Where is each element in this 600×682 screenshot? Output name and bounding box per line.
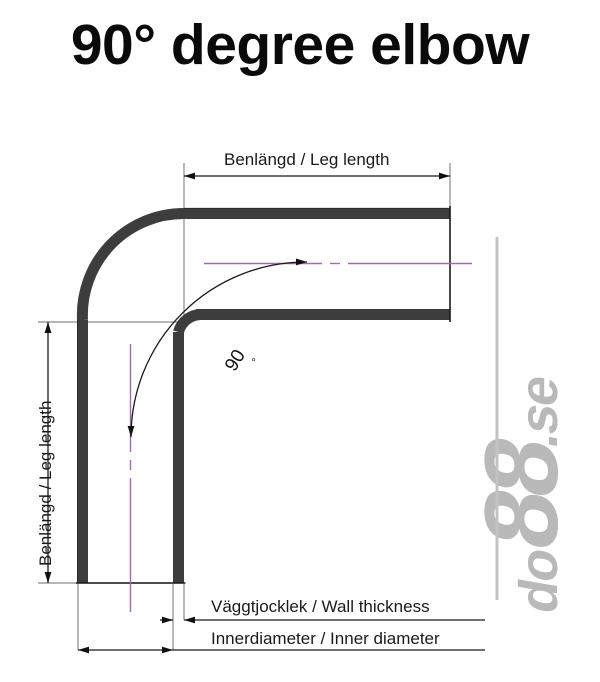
pipe-outer-bend-arc bbox=[76, 207, 185, 321]
elbow-body bbox=[76, 206, 451, 584]
pipe-wall-right-vertical bbox=[173, 332, 184, 583]
pipe-wall-top-horizontal bbox=[184, 208, 450, 219]
pipe-wall-bottom-horizontal bbox=[196, 309, 450, 320]
pipe-wall-left-vertical bbox=[77, 320, 88, 583]
dimension-label-leg-length-top: Benlängd / Leg length bbox=[224, 150, 390, 169]
dimension-label-leg-length-left: Benlängd / Leg length bbox=[36, 400, 55, 566]
angle-arc-90 bbox=[127, 258, 308, 438]
page-title: 90° degree elbow bbox=[70, 13, 530, 77]
dimension-label-wall-thickness: Väggtjocklek / Wall thickness bbox=[211, 597, 430, 616]
extension-lines bbox=[38, 163, 451, 650]
pipe-inner-bend-arc bbox=[173, 309, 203, 334]
dimension-label-inner-diameter: Innerdiameter / Inner diameter bbox=[211, 629, 440, 648]
